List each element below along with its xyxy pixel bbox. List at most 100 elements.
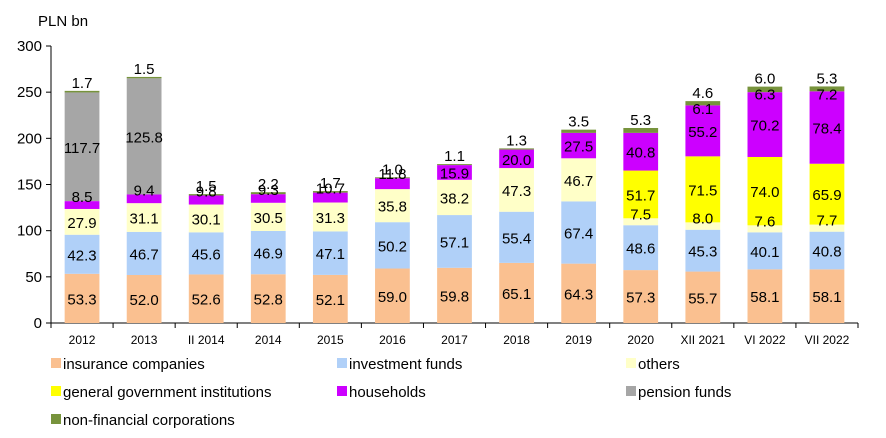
data-label: 51.7 bbox=[626, 187, 655, 204]
bar-segment bbox=[685, 229, 721, 272]
data-label: 1.1 bbox=[444, 148, 465, 165]
bar-segment bbox=[126, 76, 162, 79]
data-label: 9.3 bbox=[258, 182, 279, 199]
bar-segment bbox=[499, 148, 534, 150]
bar-segment bbox=[499, 168, 534, 212]
data-label: 1.0 bbox=[382, 161, 403, 178]
data-label: 47.3 bbox=[502, 183, 531, 200]
legend-swatch bbox=[337, 386, 347, 396]
bar-segment bbox=[437, 215, 472, 268]
legend-label: insurance companies bbox=[63, 356, 205, 373]
bar-segment bbox=[375, 177, 410, 179]
data-label: 1.7 bbox=[72, 75, 93, 92]
data-label: 65.9 bbox=[812, 187, 841, 204]
bar-segment bbox=[685, 156, 721, 223]
bar-segment bbox=[747, 86, 783, 93]
extra-data-label: 7.2 bbox=[817, 86, 838, 103]
bar-segment bbox=[312, 192, 348, 203]
data-label: 125.8 bbox=[125, 129, 163, 146]
legend-swatch bbox=[51, 414, 61, 424]
data-label: 45.3 bbox=[688, 244, 717, 261]
bar-segment bbox=[126, 194, 162, 204]
bar-segment bbox=[623, 225, 659, 271]
data-label: 2.2 bbox=[258, 176, 279, 193]
bar-segment bbox=[188, 204, 224, 233]
bar-segment bbox=[64, 201, 100, 209]
legend-label: others bbox=[638, 356, 680, 373]
data-label: 70.2 bbox=[750, 118, 779, 135]
data-label: 59.0 bbox=[378, 289, 407, 306]
data-label: 42.3 bbox=[67, 247, 96, 264]
bar-segment bbox=[685, 271, 721, 323]
data-label: 4.6 bbox=[692, 85, 713, 102]
data-label: 53.3 bbox=[67, 291, 96, 308]
bar-segment bbox=[375, 178, 410, 190]
bar-segment bbox=[623, 127, 659, 133]
data-label: 52.8 bbox=[254, 292, 283, 309]
bar-segment bbox=[561, 263, 597, 323]
bar-segment bbox=[809, 231, 845, 270]
data-label: 31.1 bbox=[130, 211, 159, 228]
bar-segment bbox=[623, 170, 659, 219]
extra-data-label: 6.3 bbox=[754, 87, 775, 104]
data-label: 64.3 bbox=[564, 286, 593, 303]
bar-segment bbox=[375, 222, 410, 269]
x-tick-label: VI 2022 bbox=[744, 333, 786, 347]
bar-segment bbox=[437, 267, 472, 323]
data-label: 55.2 bbox=[688, 124, 717, 141]
data-label: 47.1 bbox=[316, 246, 345, 263]
extra-data-label: 6.1 bbox=[692, 101, 713, 118]
bar-segment bbox=[188, 195, 224, 205]
data-label: 1.5 bbox=[196, 178, 217, 195]
data-label: 59.8 bbox=[440, 288, 469, 305]
data-label: 27.9 bbox=[67, 215, 96, 232]
bar-segment bbox=[623, 218, 659, 226]
data-label: 74.0 bbox=[750, 184, 779, 201]
data-label: 5.3 bbox=[817, 70, 838, 87]
bar-segment bbox=[126, 274, 162, 323]
bar-segment bbox=[685, 101, 721, 106]
bar-segment bbox=[64, 90, 100, 93]
legend-swatch bbox=[626, 386, 636, 396]
bar-segment bbox=[375, 268, 410, 323]
bar-segment bbox=[126, 78, 162, 195]
y-tick-label: 0 bbox=[34, 315, 42, 332]
y-tick-label: 50 bbox=[25, 269, 42, 286]
data-label: 7.5 bbox=[630, 206, 651, 223]
data-label: 67.4 bbox=[564, 226, 593, 243]
data-label: 8.0 bbox=[692, 210, 713, 227]
data-label: 20.0 bbox=[502, 152, 531, 169]
x-tick-label: 2013 bbox=[131, 333, 158, 347]
data-label: 40.8 bbox=[626, 145, 655, 162]
bar-segment bbox=[126, 231, 162, 275]
bar-segment bbox=[250, 192, 286, 195]
x-tick-label: 2017 bbox=[441, 333, 468, 347]
y-tick-label: 150 bbox=[17, 177, 42, 194]
x-tick-label: 2012 bbox=[69, 333, 96, 347]
bar-segment bbox=[685, 105, 721, 157]
data-label: 52.1 bbox=[316, 292, 345, 309]
bar-segment bbox=[64, 92, 100, 202]
data-label: 6.0 bbox=[754, 71, 775, 88]
y-tick-label: 200 bbox=[17, 130, 42, 147]
data-label: 8.5 bbox=[72, 189, 93, 206]
data-label: 46.7 bbox=[130, 246, 159, 263]
legend-swatch bbox=[337, 358, 347, 368]
bar-segment bbox=[623, 270, 659, 323]
bar-segment bbox=[561, 129, 597, 133]
data-label: 7.7 bbox=[817, 213, 838, 230]
legend-label: pension funds bbox=[638, 384, 731, 401]
bar-segment bbox=[375, 189, 410, 223]
data-label: 15.9 bbox=[440, 165, 469, 182]
legend-label: households bbox=[349, 384, 426, 401]
bar-segment bbox=[64, 273, 100, 323]
legend-label: general government institutions bbox=[63, 384, 271, 401]
bar-segment bbox=[561, 201, 597, 264]
x-tick-label: 2014 bbox=[255, 333, 282, 347]
data-label: 52.0 bbox=[130, 292, 159, 309]
x-tick-label: II 2014 bbox=[188, 333, 225, 347]
y-unit-label: PLN bn bbox=[38, 13, 88, 30]
data-label: 45.6 bbox=[192, 246, 221, 263]
